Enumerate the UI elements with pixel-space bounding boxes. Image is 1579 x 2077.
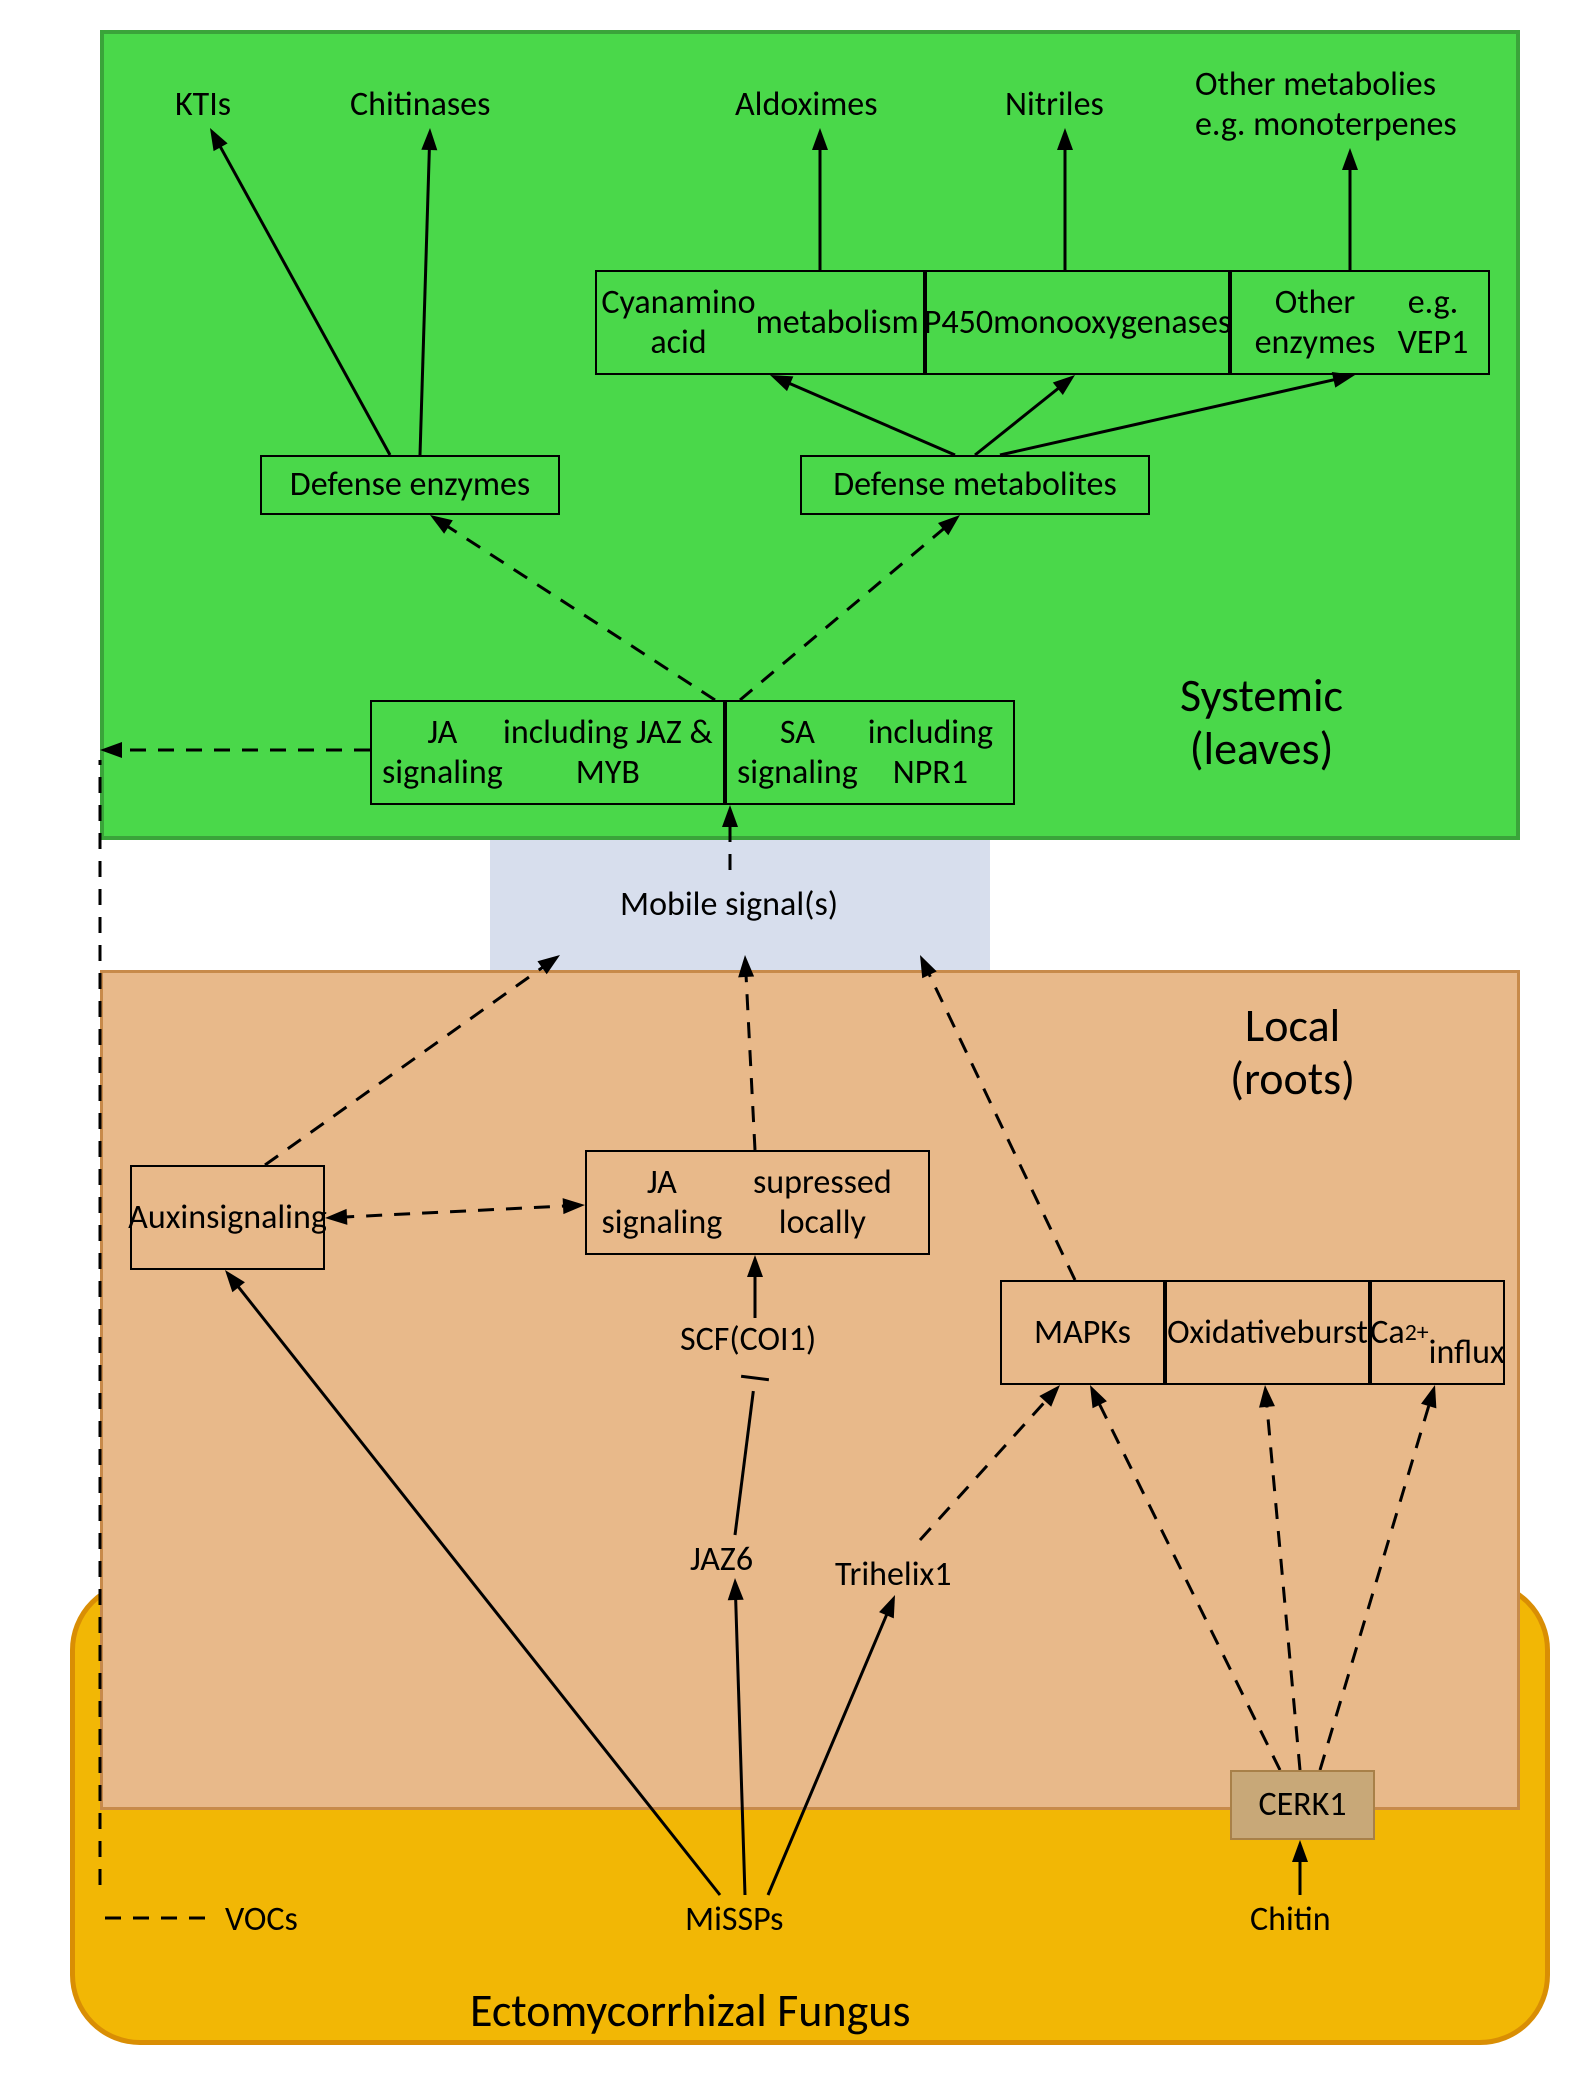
region-title-local: Local (roots) [1230,1000,1355,1106]
region-title-mobile: Mobile signal(s) [620,885,838,924]
label-jaz6: JAZ6 [690,1540,753,1579]
label-vocs: VOCs [225,1900,298,1939]
node-cerk1: CERK1 [1230,1770,1375,1840]
node-p450-monooxygenases: P450monooxygenases [925,270,1230,375]
node-defense-metabolites: Defense metabolites [800,455,1150,515]
node-mapks: MAPKs [1000,1280,1165,1385]
region-title-fungus: Ectomycorrhizal Fungus [470,1985,910,2038]
region-title-systemic-line2: (leaves) [1180,723,1343,776]
node-ca-influx: Ca2+influx [1370,1280,1505,1385]
label-missps: MiSSPs [685,1900,783,1939]
node-cyanamino-metabolism: Cyanamino acidmetabolism [595,270,925,375]
label-scf-coi1: SCF(COI1) [680,1320,816,1359]
node-auxin-signaling: Auxinsignaling [130,1165,325,1270]
node-sa-signaling: SA signalingincluding NPR1 [725,700,1015,805]
region-title-local-line2: (roots) [1230,1053,1355,1106]
label-nitriles: Nitriles [1005,85,1104,124]
region-title-systemic: Systemic (leaves) [1180,670,1343,776]
label-other-metabolites-1: Other metabolies [1195,65,1436,104]
region-title-systemic-line1: Systemic [1180,670,1343,723]
label-ktis: KTIs [175,85,231,124]
region-title-local-line1: Local [1230,1000,1355,1053]
node-ja-signaling-local: JA signalingsupressed locally [585,1150,930,1255]
node-defense-enzymes: Defense enzymes [260,455,560,515]
node-oxidative-burst: Oxidativeburst [1165,1280,1370,1385]
label-trihelix1: Trihelix1 [835,1555,951,1594]
label-chitin: Chitin [1250,1900,1331,1939]
node-other-enzymes: Other enzymese.g. VEP1 [1230,270,1490,375]
node-ja-signaling-systemic: JA signalingincluding JAZ & MYB [370,700,725,805]
label-other-metabolites-2: e.g. monoterpenes [1195,105,1457,144]
label-chitinases: Chitinases [350,85,490,124]
diagram-stage: Systemic (leaves) Local (roots) Ectomyco… [0,0,1579,2077]
label-aldoximes: Aldoximes [735,85,878,124]
